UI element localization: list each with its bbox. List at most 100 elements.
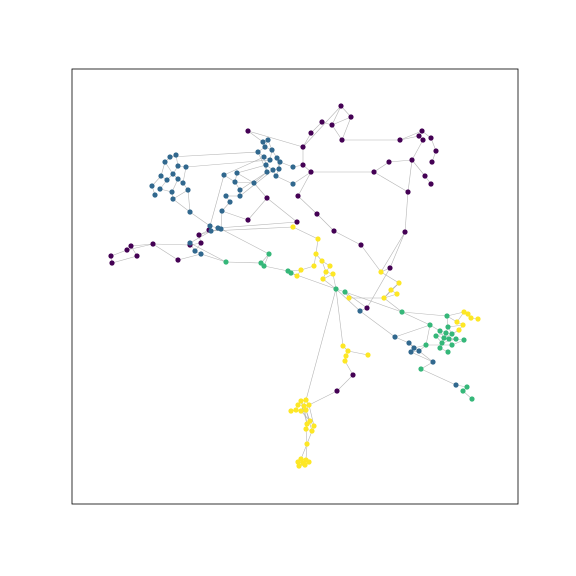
node-purple-p25: [371, 169, 377, 175]
edge-p14-b41: [221, 210, 249, 221]
edge-p32-y12: [360, 244, 382, 273]
node-purple-p23: [429, 159, 435, 165]
node-purple-p24: [386, 159, 392, 165]
node-yellow-y40: [304, 421, 310, 427]
node-blue-b54: [408, 349, 414, 355]
node-blue-b56: [430, 359, 436, 365]
node-yellow-y35: [293, 407, 299, 413]
node-blue-b17: [251, 180, 257, 186]
node-green-g11: [427, 322, 433, 328]
node-blue-b31: [185, 187, 191, 193]
edge-p38-p44: [152, 243, 179, 261]
edge-p10-p11: [297, 171, 312, 197]
node-purple-p12: [314, 211, 320, 217]
node-yellow-y13: [396, 280, 402, 286]
node-yellow-y17: [346, 295, 352, 301]
edge-y28-p45: [344, 360, 354, 376]
node-purple-p36: [198, 240, 204, 246]
edge-p22-p24: [388, 159, 413, 163]
edge-b50-b51: [359, 310, 396, 338]
node-purple-p10: [308, 169, 314, 175]
node-yellow-y37: [303, 407, 309, 413]
node-green-g9: [399, 309, 405, 315]
node-blue-b35: [234, 170, 240, 176]
node-yellow-y1: [290, 224, 296, 230]
edge-p1-p3: [331, 105, 342, 126]
node-purple-p22: [409, 157, 415, 163]
node-blue-b34: [221, 172, 227, 178]
edge-g8-p33: [344, 291, 368, 309]
node-yellow-y31: [303, 397, 309, 403]
node-blue-b6: [261, 154, 267, 160]
node-yellow-y29: [365, 352, 371, 358]
node-blue-b46: [208, 228, 214, 234]
edge-p15-b44: [217, 221, 298, 229]
node-green-g29: [469, 396, 475, 402]
node-purple-p42: [108, 253, 114, 259]
node-yellow-y50: [296, 463, 302, 469]
node-purple-p2: [348, 114, 354, 120]
edge-y34-y41: [308, 404, 315, 427]
node-purple-p21: [433, 148, 439, 154]
node-yellow-y22: [454, 319, 460, 325]
edge-b17-b35: [236, 172, 255, 184]
edge-g26-b57: [420, 368, 457, 386]
edge-g7-y25: [335, 288, 344, 347]
node-yellow-y41: [311, 423, 317, 429]
node-yellow-y9: [330, 271, 336, 277]
edge-y44-y46: [305, 443, 308, 461]
node-yellow-y38: [288, 408, 294, 414]
node-purple-p30: [387, 265, 393, 271]
node-green-g20: [461, 337, 467, 343]
node-yellow-y24: [456, 327, 462, 333]
edge-p31-p32: [333, 230, 362, 246]
node-blue-b7: [274, 155, 280, 161]
node-blue-b33: [170, 196, 176, 202]
edge-g8-g9: [344, 291, 403, 313]
node-yellow-y49: [306, 459, 312, 465]
node-blue-b47: [187, 240, 193, 246]
node-purple-p26: [422, 173, 428, 179]
node-blue-b48: [192, 248, 198, 254]
node-yellow-y2: [315, 236, 321, 242]
node-purple-p11: [295, 193, 301, 199]
node-yellow-y27: [343, 353, 349, 359]
node-yellow-y10: [294, 273, 300, 279]
edge-p29-p30: [389, 231, 406, 269]
node-green-g12: [445, 324, 451, 330]
node-blue-b38: [237, 193, 243, 199]
node-blue-b40: [227, 199, 233, 205]
edge-p38-p39: [130, 243, 154, 247]
node-blue-b50: [357, 308, 363, 314]
node-blue-b39: [223, 193, 229, 199]
node-purple-p5: [308, 130, 314, 136]
edge-p46-y34: [308, 390, 338, 406]
edge-b47-g4: [189, 242, 227, 263]
node-blue-b21: [175, 163, 181, 169]
edge-p19-p16: [399, 130, 423, 141]
edge-b55-b56: [418, 350, 434, 363]
edge-g3-g5: [263, 265, 289, 272]
edge-p29-y12: [380, 231, 406, 273]
edge-p37-p38: [152, 243, 191, 246]
node-yellow-y44: [304, 441, 310, 447]
node-yellow-y34: [306, 402, 312, 408]
edge-p28-p29: [404, 191, 409, 233]
edge-p45-p46: [336, 374, 354, 392]
node-purple-p32: [358, 242, 364, 248]
node-green-g13: [437, 328, 443, 334]
node-purple-p17: [416, 133, 422, 139]
edge-p22-p28: [407, 159, 413, 193]
node-blue-b25: [175, 176, 181, 182]
node-green-g16: [433, 333, 439, 339]
node-purple-p43: [109, 260, 115, 266]
edge-b31-b33: [172, 189, 189, 200]
node-purple-p39: [128, 243, 134, 249]
node-blue-b16: [290, 181, 296, 187]
edge-b6-b34: [223, 156, 265, 176]
edge-g7-y31: [305, 288, 337, 401]
node-layer: [108, 103, 481, 469]
node-blue-b4: [255, 149, 261, 155]
node-green-g26: [418, 366, 424, 372]
